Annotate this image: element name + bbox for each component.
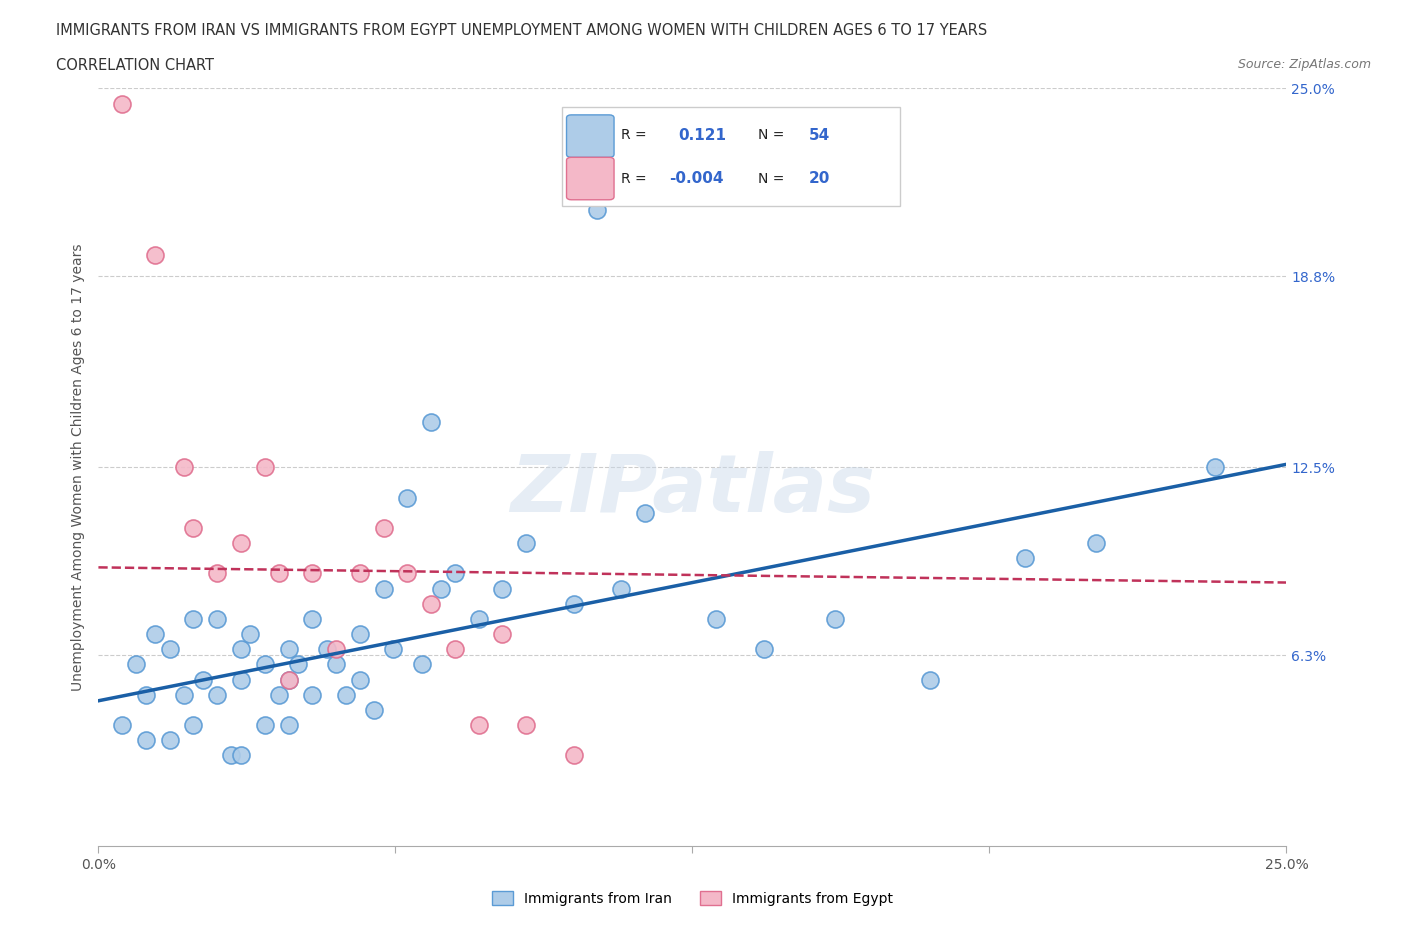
Point	[704, 612, 727, 627]
Point	[335, 687, 357, 702]
Point	[429, 581, 451, 596]
Point	[183, 718, 205, 733]
Point	[363, 702, 385, 717]
Point	[752, 642, 775, 657]
Point	[396, 566, 419, 581]
Point	[277, 642, 299, 657]
Point	[239, 627, 262, 642]
Point	[315, 642, 337, 657]
Text: R =: R =	[621, 171, 647, 186]
Point	[444, 566, 467, 581]
Text: 0.121: 0.121	[678, 127, 725, 143]
Point	[159, 642, 181, 657]
Point	[125, 657, 148, 671]
Point	[135, 687, 157, 702]
Point	[253, 657, 276, 671]
Point	[277, 672, 299, 687]
Text: R =: R =	[621, 128, 647, 142]
Point	[183, 612, 205, 627]
Point	[1204, 460, 1226, 475]
Point	[349, 627, 371, 642]
Point	[420, 596, 443, 611]
Point	[1085, 536, 1108, 551]
FancyBboxPatch shape	[567, 157, 614, 200]
Point	[253, 460, 276, 475]
Point	[610, 581, 633, 596]
Point	[382, 642, 405, 657]
Point	[586, 202, 609, 217]
Point	[221, 748, 243, 763]
Point	[467, 718, 489, 733]
FancyBboxPatch shape	[562, 107, 900, 206]
Point	[325, 642, 347, 657]
Point	[287, 657, 309, 671]
Point	[159, 733, 181, 748]
Text: N =: N =	[758, 128, 785, 142]
Point	[229, 536, 252, 551]
Point	[411, 657, 433, 671]
Point	[349, 672, 371, 687]
Point	[373, 581, 395, 596]
Point	[173, 687, 195, 702]
Point	[277, 672, 299, 687]
Text: 20: 20	[808, 171, 831, 186]
Y-axis label: Unemployment Among Women with Children Ages 6 to 17 years: Unemployment Among Women with Children A…	[72, 244, 86, 691]
FancyBboxPatch shape	[567, 115, 614, 157]
Point	[824, 612, 846, 627]
Point	[562, 748, 585, 763]
Text: Source: ZipAtlas.com: Source: ZipAtlas.com	[1237, 58, 1371, 71]
Point	[562, 596, 585, 611]
Point	[135, 733, 157, 748]
Point	[444, 642, 467, 657]
Point	[207, 687, 229, 702]
Point	[191, 672, 214, 687]
Text: ZIPatlas: ZIPatlas	[510, 451, 875, 529]
Point	[207, 566, 229, 581]
Point	[207, 612, 229, 627]
Point	[515, 718, 537, 733]
Point	[183, 521, 205, 536]
Point	[301, 566, 323, 581]
Point	[277, 718, 299, 733]
Point	[267, 566, 290, 581]
Point	[467, 612, 489, 627]
Point	[1014, 551, 1036, 565]
Point	[301, 687, 323, 702]
Point	[515, 536, 537, 551]
Point	[111, 96, 134, 111]
Text: CORRELATION CHART: CORRELATION CHART	[56, 58, 214, 73]
Point	[634, 505, 657, 520]
Point	[111, 718, 134, 733]
Point	[145, 247, 167, 262]
Point	[920, 672, 942, 687]
Point	[229, 642, 252, 657]
Point	[253, 718, 276, 733]
Point	[420, 415, 443, 430]
Point	[349, 566, 371, 581]
Point	[301, 612, 323, 627]
Text: 54: 54	[808, 127, 830, 143]
Point	[229, 748, 252, 763]
Point	[491, 581, 513, 596]
Point	[145, 627, 167, 642]
Point	[373, 521, 395, 536]
Legend: Immigrants from Iran, Immigrants from Egypt: Immigrants from Iran, Immigrants from Eg…	[486, 885, 898, 911]
Point	[325, 657, 347, 671]
Text: -0.004: -0.004	[669, 171, 723, 186]
Point	[173, 460, 195, 475]
Text: N =: N =	[758, 171, 785, 186]
Text: IMMIGRANTS FROM IRAN VS IMMIGRANTS FROM EGYPT UNEMPLOYMENT AMONG WOMEN WITH CHIL: IMMIGRANTS FROM IRAN VS IMMIGRANTS FROM …	[56, 23, 987, 38]
Point	[229, 672, 252, 687]
Point	[267, 687, 290, 702]
Point	[491, 627, 513, 642]
Point	[396, 490, 419, 505]
